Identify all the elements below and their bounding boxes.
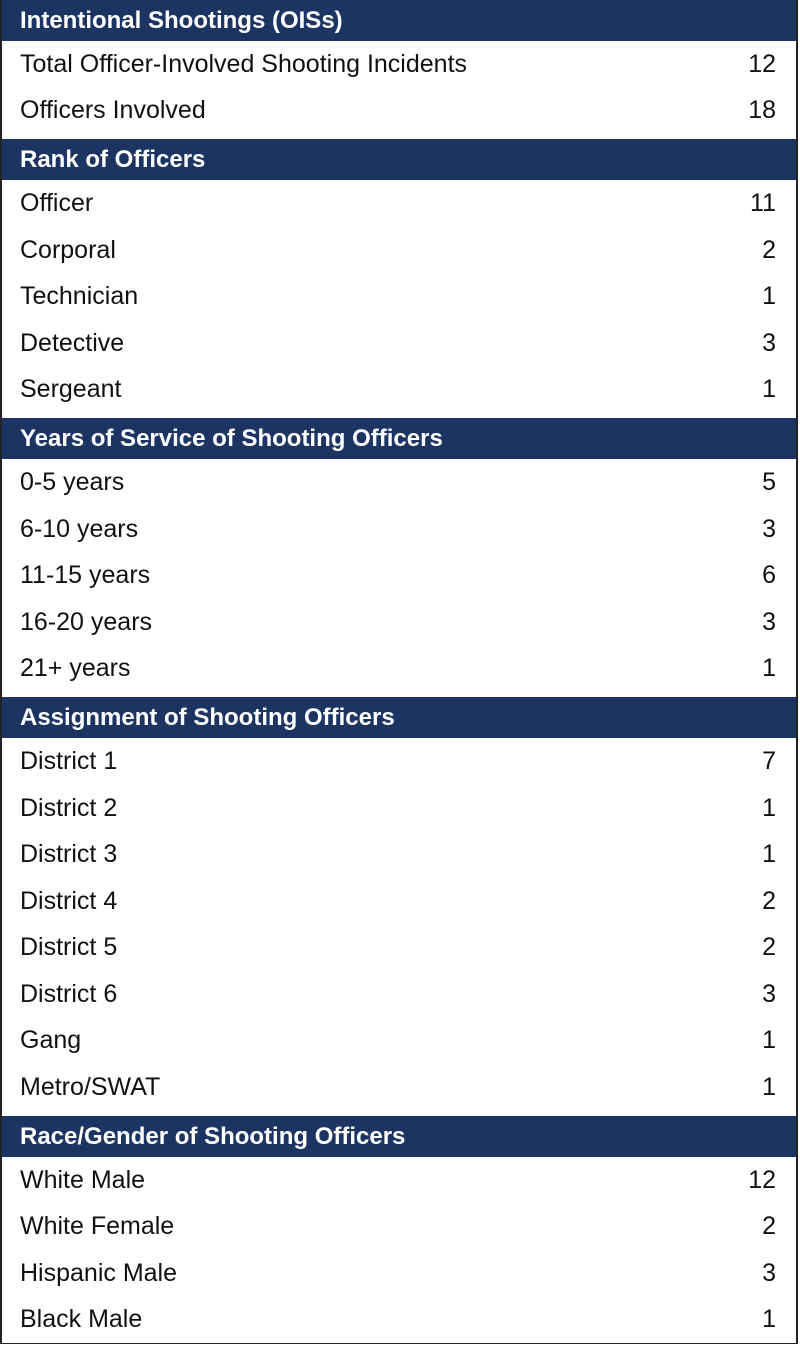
table-row: District 2 1 [2, 785, 796, 832]
row-label: Sergeant [20, 375, 122, 404]
row-label: White Male [20, 1165, 146, 1194]
table-row: District 3 1 [2, 831, 796, 878]
row-label: 21+ years [20, 654, 131, 683]
table-row: District 4 2 [2, 878, 796, 925]
row-label: 0-5 years [20, 467, 125, 496]
table-row: 0-5 years 5 [2, 459, 796, 506]
row-value: 11 [750, 188, 776, 217]
row-value: 2 [762, 235, 776, 264]
table-row: 16-20 years 3 [2, 599, 796, 646]
row-value: 3 [762, 607, 776, 636]
row-label: District 4 [20, 886, 118, 915]
section-header: Assignment of Shooting Officers [2, 697, 796, 739]
table-row: Technician 1 [2, 273, 796, 320]
table-row: Sergeant 1 [2, 367, 796, 414]
row-value: 1 [762, 1026, 776, 1055]
section-header: Race/Gender of Shooting Officers [2, 1115, 796, 1157]
table-row: District 6 3 [2, 971, 796, 1018]
row-value: 7 [762, 746, 776, 775]
table-row: 6-10 years 3 [2, 506, 796, 553]
row-label: District 1 [20, 746, 118, 775]
row-label: Officers Involved [20, 96, 206, 125]
row-value: 2 [762, 1212, 776, 1241]
row-value: 3 [762, 1258, 776, 1287]
row-label: White Female [20, 1212, 175, 1241]
row-label: District 5 [20, 933, 118, 962]
row-label: Technician [20, 282, 139, 311]
row-label: 16-20 years [20, 607, 153, 636]
table-row: White Female 2 [2, 1203, 796, 1250]
row-value: 1 [762, 840, 776, 869]
table-row: Officers Involved 18 [2, 88, 796, 135]
row-label: Officer [20, 188, 94, 217]
row-value: 2 [762, 886, 776, 915]
table-row: District 1 7 [2, 738, 796, 785]
row-value: 5 [762, 467, 776, 496]
table-row: 11-15 years 6 [2, 552, 796, 599]
row-value: 1 [762, 375, 776, 404]
row-label: Corporal [20, 235, 116, 264]
table-row: Total Officer-Involved Shooting Incident… [2, 41, 796, 88]
row-label: Total Officer-Involved Shooting Incident… [20, 49, 468, 78]
row-value: 12 [748, 49, 776, 78]
row-value: 1 [762, 654, 776, 683]
row-value: 12 [748, 1165, 776, 1194]
row-value: 3 [762, 328, 776, 357]
row-label: Hispanic Male [20, 1258, 178, 1287]
row-label: District 3 [20, 840, 118, 869]
section-header: Rank of Officers [2, 139, 796, 181]
table-row: Officer 11 [2, 180, 796, 227]
row-value: 2 [762, 933, 776, 962]
row-label: 11-15 years [20, 561, 151, 590]
row-value: 1 [762, 282, 776, 311]
row-value: 3 [762, 514, 776, 543]
section-header: Years of Service of Shooting Officers [2, 418, 796, 460]
table-row: Detective 3 [2, 320, 796, 367]
row-label: District 2 [20, 793, 118, 822]
row-label: District 6 [20, 979, 118, 1008]
row-label: 6-10 years [20, 514, 139, 543]
row-label: Gang [20, 1026, 82, 1055]
table-row: White Male 12 [2, 1157, 796, 1204]
row-value: 1 [762, 1305, 776, 1334]
row-value: 6 [762, 561, 776, 590]
row-value: 1 [762, 793, 776, 822]
section-header: Intentional Shootings (OISs) [2, 0, 796, 41]
row-value: 18 [748, 96, 776, 125]
table-row: Black Male 1 [2, 1297, 796, 1344]
row-value: 3 [762, 979, 776, 1008]
row-label: Black Male [20, 1305, 143, 1334]
table-row: Gang 1 [2, 1018, 796, 1065]
row-label: Detective [20, 328, 125, 357]
table-row: Metro/SWAT 1 [2, 1064, 796, 1111]
row-value: 1 [762, 1073, 776, 1102]
table-row: 21+ years 1 [2, 646, 796, 693]
row-label: Metro/SWAT [20, 1073, 161, 1102]
table-row: Hispanic Male 3 [2, 1250, 796, 1297]
table-row: Corporal 2 [2, 227, 796, 274]
table-row: District 5 2 [2, 925, 796, 972]
